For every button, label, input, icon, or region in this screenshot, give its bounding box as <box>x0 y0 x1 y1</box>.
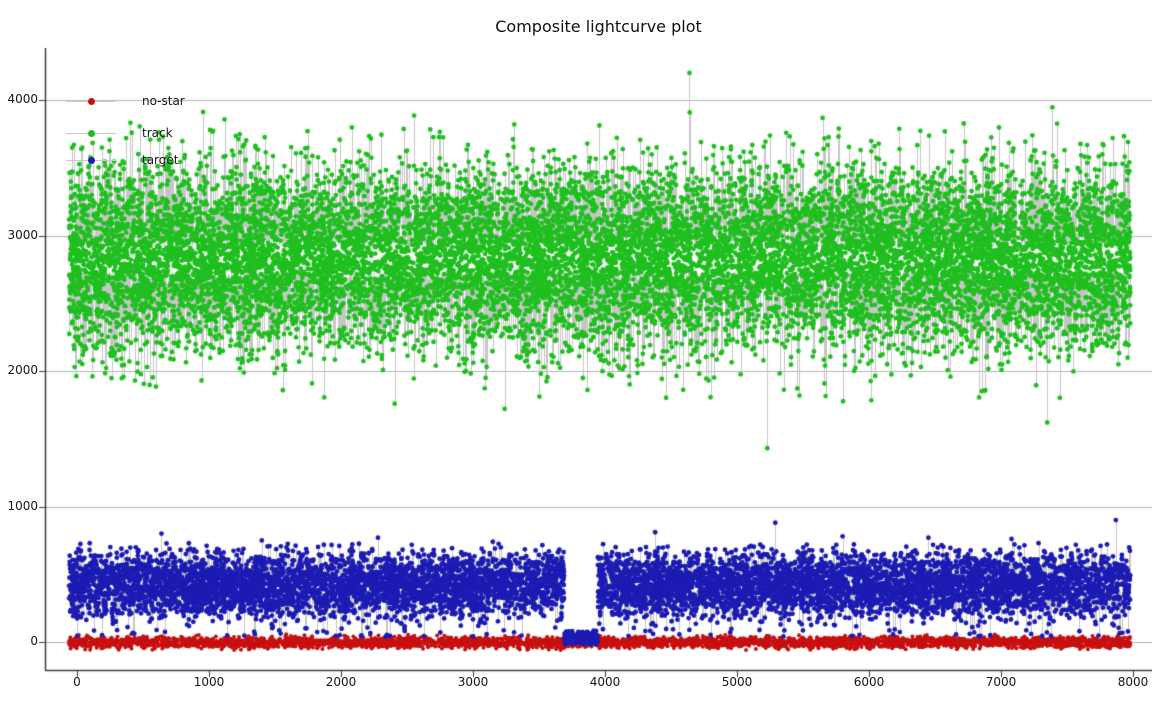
legend-marker-dot-track <box>88 130 95 137</box>
legend-label-no-star: no-star <box>142 94 185 108</box>
legend-item-track: track <box>66 124 173 142</box>
x-tick-label: 3000 <box>457 675 489 689</box>
x-tick-label: 4000 <box>589 675 621 689</box>
legend-label-target: target <box>142 153 179 167</box>
x-tick-label: 8000 <box>1117 675 1149 689</box>
chart-title: Composite lightcurve plot <box>495 17 702 36</box>
x-tick-label: 1000 <box>193 675 225 689</box>
x-tick-label: 7000 <box>985 675 1017 689</box>
x-tick-label: 0 <box>73 675 81 689</box>
legend-item-target: target <box>66 151 179 169</box>
legend-sample-target <box>66 151 116 169</box>
legend-marker-dot-no-star <box>88 98 95 105</box>
x-tick-label: 2000 <box>325 675 357 689</box>
x-tick-label: 5000 <box>721 675 753 689</box>
legend-sample-no-star <box>66 92 116 110</box>
y-tick-label: 2000 <box>7 363 38 377</box>
legend-marker-dot-target <box>88 157 95 164</box>
legend-sample-track <box>66 124 116 142</box>
x-tick-label: 6000 <box>853 675 885 689</box>
y-tick-label: 4000 <box>7 92 38 106</box>
y-tick-label: 1000 <box>7 498 38 513</box>
y-tick-label: 0 <box>30 634 38 648</box>
legend-label-track: track <box>142 126 173 140</box>
legend-item-no-star: no-star <box>66 92 185 110</box>
y-tick-label: 3000 <box>7 227 38 242</box>
